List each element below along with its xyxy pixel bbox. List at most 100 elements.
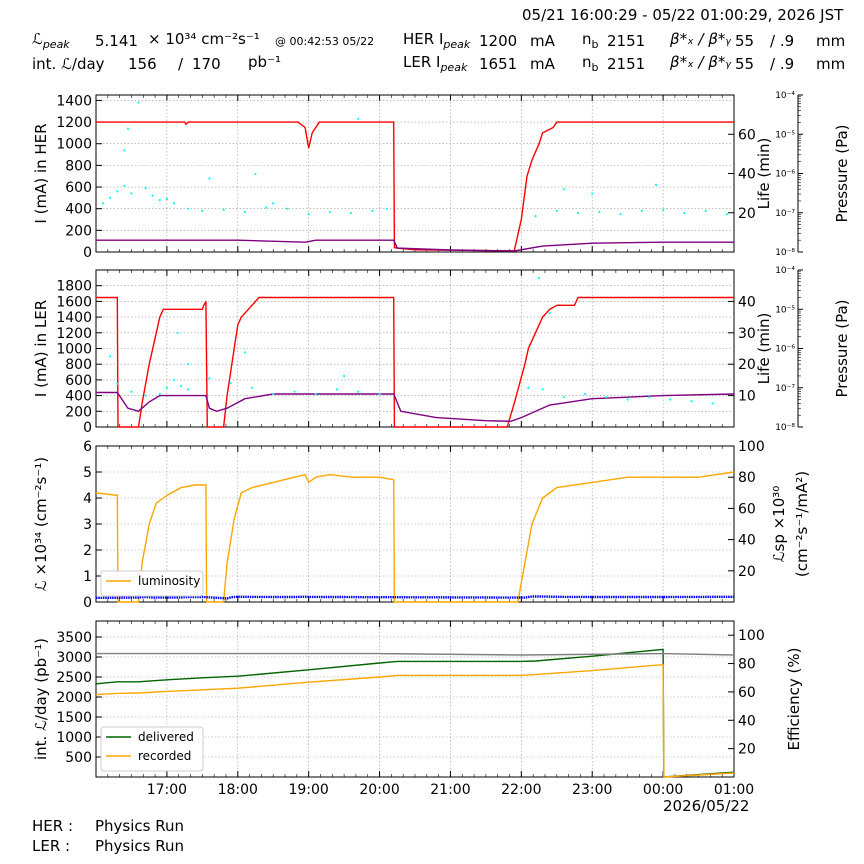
y-tick-label: 3500 — [56, 630, 92, 646]
her-ipeak-label: HER Ipeak — [403, 30, 471, 51]
pressure-point — [208, 177, 211, 180]
pressure-point — [619, 213, 622, 216]
x-tick-label: 17:00 — [147, 782, 187, 798]
legend-box — [100, 726, 204, 772]
pressure-axis-label: Pressure (Pa) — [833, 299, 851, 397]
pressure-point — [654, 183, 658, 186]
y-tick-label: 1000 — [56, 730, 92, 746]
y-tick-label: 200 — [65, 404, 92, 420]
y-tick-label: 3 — [83, 517, 92, 533]
pressure-point — [350, 211, 353, 215]
panel-intl — [95, 620, 735, 778]
pressure-tick-label: 10⁻⁴ — [775, 91, 795, 101]
panel-lum — [95, 445, 735, 603]
pressure-point — [378, 392, 381, 396]
series-current — [96, 296, 734, 428]
y-tick-label: 1000 — [56, 342, 92, 358]
x-tick-label: 01:00 — [714, 782, 754, 798]
pressure-point — [371, 209, 374, 212]
footer-ler-label: LER : — [32, 837, 71, 855]
y-tick-label: 1400 — [56, 93, 92, 109]
y-tick-label: 2 — [83, 543, 92, 559]
her-nb-value: 2151 — [607, 32, 646, 50]
pressure-point — [626, 398, 629, 401]
pressure-point — [537, 276, 541, 279]
y-tick-label: 600 — [65, 373, 92, 389]
y-right-axis-label: Life (min) — [755, 138, 773, 210]
y-tick-label: 1800 — [56, 279, 92, 295]
ler-beta-x: 55 — [735, 55, 755, 73]
pressure-point — [101, 202, 105, 205]
x-tick-label: 19:00 — [288, 782, 328, 798]
pressure-point — [165, 197, 168, 201]
y-tick-label: 1 — [83, 569, 92, 585]
pressure-point — [222, 208, 225, 211]
pressure-point — [335, 388, 339, 391]
legend-label: luminosity — [138, 574, 200, 588]
lpeak-unit: × 10³⁴ cm⁻²s⁻¹ — [148, 30, 260, 48]
ler-ipeak-label: LER Ipeak — [403, 53, 468, 74]
her-nb-label: nb — [582, 30, 599, 51]
x-tick-label: 00:00 — [643, 782, 683, 798]
y-right-tick-label: 30 — [738, 326, 756, 342]
pressure-tick-label: 10⁻⁸ — [775, 248, 795, 258]
pressure-point — [144, 187, 147, 190]
plot-frame — [95, 94, 735, 253]
pressure-tick-label: 10⁻⁸ — [775, 423, 795, 433]
footer-her-status: Physics Run — [95, 817, 185, 835]
intl-label: int. ℒ/day — [32, 55, 105, 73]
pressure-point — [130, 192, 133, 195]
her-beta-y: / .9 — [770, 32, 795, 50]
y-tick-label: 1200 — [56, 326, 92, 342]
series-current — [96, 121, 734, 252]
x-tick-label: 22:00 — [501, 782, 541, 798]
pressure-point — [172, 378, 176, 381]
pressure-point — [201, 209, 204, 212]
ler-beta-y: / .9 — [770, 55, 795, 73]
y-tick-label: 400 — [65, 202, 92, 218]
pressure-point — [187, 388, 190, 391]
pressure-point — [562, 396, 565, 399]
pressure-point — [250, 386, 254, 389]
pressure-point — [690, 399, 693, 403]
y-right-tick-label: 20 — [738, 206, 756, 222]
her-ipeak-unit: mA — [530, 32, 555, 50]
pressure-point — [265, 206, 268, 209]
pressure-point — [137, 101, 140, 104]
y-tick-label: 500 — [65, 750, 92, 766]
pressure-point — [725, 213, 729, 216]
series-life — [96, 239, 734, 252]
y-tick-label: 4 — [83, 491, 92, 507]
y-axis-label: int. ℒ/day (pb⁻¹) — [32, 638, 50, 760]
pressure-point — [683, 211, 686, 215]
pressure-point — [598, 210, 601, 214]
pressure-point — [179, 385, 183, 388]
pressure-tick-label: 10⁻⁵ — [775, 130, 795, 140]
y-right-tick-label: 20 — [738, 742, 756, 758]
pressure-point — [527, 386, 530, 389]
panel-ler — [95, 269, 803, 428]
pressure-point — [343, 374, 346, 378]
series-delivered — [95, 648, 735, 778]
ler-beta-label: β*ₓ / β*ᵧ — [670, 53, 731, 71]
y-right-tick-label: 20 — [738, 564, 756, 580]
y-tick-label: 800 — [65, 158, 92, 174]
ler-nb-label: nb — [582, 53, 599, 74]
time-range: 05/21 16:00:29 - 05/22 01:00:29, 2026 JS… — [522, 6, 844, 24]
y-tick-label: 0 — [83, 595, 92, 611]
pressure-tick-label: 10⁻⁷ — [775, 209, 795, 219]
pressure-point — [123, 184, 126, 188]
y-right-tick-label: 40 — [738, 167, 756, 183]
y-axis-label: I (mA) in LER — [32, 300, 50, 397]
y-tick-label: 2500 — [56, 670, 92, 686]
y-tick-label: 1200 — [56, 115, 92, 131]
pressure-point — [116, 190, 119, 193]
pressure-point — [307, 213, 310, 216]
series-luminosity — [95, 471, 735, 603]
y-right-tick-label: 80 — [738, 657, 756, 673]
y-right-axis-label: Life (min) — [755, 313, 773, 385]
ler-beta-unit: mm — [816, 55, 846, 73]
pressure-point — [555, 209, 558, 212]
her-beta-x: 55 — [735, 32, 755, 50]
pressure-point — [605, 396, 608, 399]
